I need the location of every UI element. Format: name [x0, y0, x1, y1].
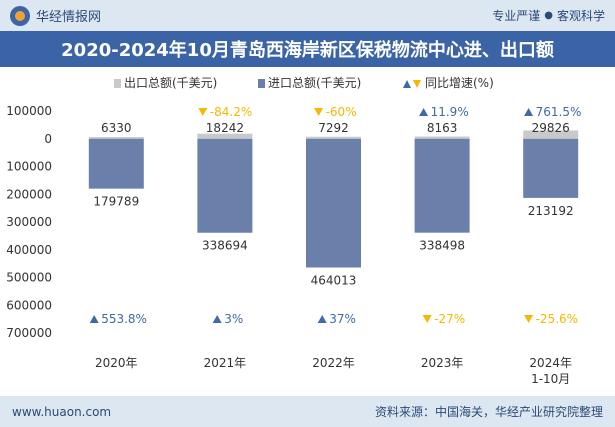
export-value-label: 8163 [427, 121, 458, 135]
import-bar [414, 138, 470, 233]
x-category-label: 2023年 [421, 356, 464, 370]
value-labels: 6330 179789 553.8% 18242 338694 -84.2% 3% 7292 4… [89, 105, 582, 326]
x-category-label: 2024年 [529, 356, 572, 370]
y-axis: 100000 0 100000 200000 300000 400000 500000 600… [6, 104, 52, 340]
legend-export-label: 出口总额(千美元) [124, 76, 217, 90]
bars [88, 130, 579, 268]
y-tick-label: 0 [44, 132, 52, 146]
y-tick-label: 600000 [6, 298, 52, 312]
x-category-label: 2021年 [204, 356, 247, 370]
export-value-label: 7292 [318, 121, 349, 135]
import-growth-label: 37% [329, 312, 356, 326]
brand-name: 华经情报网 [36, 10, 102, 25]
brand-logo-icon [10, 5, 30, 26]
legend-import-swatch [258, 79, 265, 88]
import-growth-label: 3% [224, 312, 243, 326]
export-bar [306, 136, 361, 139]
import-bar [523, 138, 579, 198]
down-triangle-icon [314, 108, 324, 116]
y-tick-label: 700000 [6, 326, 52, 340]
up-triangle-icon [419, 108, 429, 116]
export-value-label: 29826 [532, 121, 570, 135]
y-tick-label: 200000 [6, 187, 52, 201]
x-category-label: 2020年 [95, 356, 138, 370]
down-triangle-icon [198, 108, 208, 116]
import-growth-label: -25.6% [536, 312, 578, 326]
export-bar [88, 136, 144, 139]
import-value-label: 338694 [202, 239, 248, 253]
down-triangle-icon [524, 315, 534, 323]
tagline-left: 专业严谨 [492, 9, 541, 23]
chart-title: 2020-2024年10月青岛西海岸新区保税物流中心进、出口额 [0, 31, 615, 67]
brand: 华经情报网 [10, 5, 102, 26]
legend-down-triangle-icon [413, 80, 421, 88]
header-bar: 华经情报网 专业严谨 ● 客观科学 [0, 0, 615, 31]
legend-import-label: 进口总额(千美元) [268, 76, 361, 90]
legend-up-triangle-icon [403, 80, 411, 88]
tagline-separator: ● [544, 10, 553, 21]
export-growth-label: 11.9% [431, 105, 469, 119]
import-value-label: 179789 [93, 195, 139, 209]
y-tick-label: 400000 [6, 243, 52, 257]
footer-bar: www.huaon.com 资料来源：中国海关，华经产业研究院整理 [0, 396, 615, 427]
footer-website: www.huaon.com [12, 404, 112, 419]
legend: 出口总额(千美元) 进口总额(千美元) 同比增速(%) [114, 76, 494, 90]
import-growth-label: -27% [434, 312, 465, 326]
y-tick-label: 300000 [6, 215, 52, 229]
import-value-label: 213192 [528, 204, 574, 218]
export-growth-label: -60% [326, 105, 357, 119]
export-growth-label: -84.2% [210, 105, 252, 119]
import-growth-label: 553.8% [101, 312, 147, 326]
y-tick-label: 100000 [6, 104, 52, 118]
tagline: 专业严谨 ● 客观科学 [492, 7, 605, 24]
x-category-label: 1-10月 [531, 372, 570, 386]
export-value-label: 6330 [101, 121, 132, 135]
y-tick-label: 100000 [6, 160, 52, 174]
import-bar [306, 138, 361, 268]
legend-export-swatch [114, 79, 121, 88]
import-bar [88, 138, 144, 189]
tagline-right: 客观科学 [556, 9, 605, 23]
x-category-label: 2022年 [312, 356, 355, 370]
up-triangle-icon [89, 315, 99, 323]
chart: 出口总额(千美元) 进口总额(千美元) 同比增速(%) 100000 0 100000 2… [6, 76, 582, 386]
import-value-label: 464013 [311, 274, 357, 288]
import-value-label: 338498 [419, 239, 465, 253]
up-triangle-icon [524, 108, 534, 116]
legend-growth-label: 同比增速(%) [425, 76, 494, 90]
export-growth-label: 761.5% [536, 105, 582, 119]
export-bar [523, 130, 579, 139]
up-triangle-icon [317, 315, 327, 323]
import-bar [197, 138, 253, 233]
up-triangle-icon [212, 315, 222, 323]
y-tick-label: 500000 [6, 271, 52, 285]
export-bar [414, 136, 470, 139]
down-triangle-icon [422, 315, 432, 323]
export-value-label: 18242 [206, 121, 244, 135]
export-bar [197, 133, 253, 139]
footer-source: 资料来源：中国海关，华经产业研究院整理 [374, 405, 603, 419]
x-axis: 2020年 2021年 2022年 2023年 2024年 1-10月 [95, 356, 572, 386]
